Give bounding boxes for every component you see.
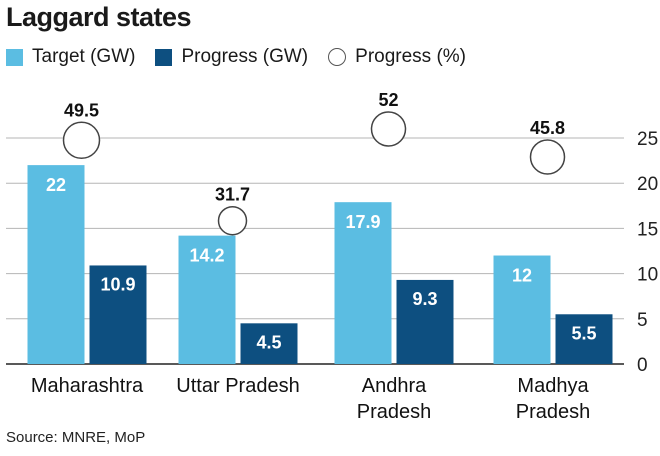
y-tick-label-25: 25 (637, 129, 658, 150)
category-label: Andhra (362, 375, 427, 397)
bar-progress (89, 265, 147, 364)
category-label: Pradesh (516, 401, 591, 423)
source-note: Source: MNRE, MoP (6, 429, 146, 446)
category-label: Uttar Pradesh (176, 375, 299, 397)
data-label-progress: 4.5 (256, 332, 281, 352)
legend-label-progress-percent: Progress (%) (355, 46, 466, 67)
data-label-progress: 5.5 (571, 323, 596, 343)
data-label-target: 14.2 (189, 246, 224, 266)
progress-percent-marker (370, 111, 407, 147)
data-label-progress: 10.9 (100, 274, 135, 294)
data-label-target: 17.9 (345, 212, 380, 232)
legend-circle-icon (328, 48, 347, 66)
legend: Target (GW) Progress (GW) Progress (%) (6, 44, 486, 70)
y-tick-label-15: 15 (637, 219, 658, 240)
progress-percent-marker (217, 205, 248, 236)
progress-percent-marker (529, 139, 566, 175)
bar-target (27, 165, 85, 364)
category-label: Madhya (517, 375, 589, 397)
data-label-target: 12 (512, 266, 532, 286)
bar-target (493, 255, 551, 364)
data-label-progress-percent: 31.7 (215, 185, 250, 205)
legend-item-progress: Progress (GW) (155, 46, 308, 68)
category-label: Pradesh (357, 401, 432, 423)
data-label-progress: 9.3 (412, 289, 437, 309)
data-label-target: 22 (46, 175, 66, 195)
progress-percent-marker (62, 121, 101, 160)
legend-item-target: Target (GW) (6, 46, 135, 68)
chart-title: Laggard states (6, 2, 192, 32)
legend-label-progress: Progress (GW) (181, 46, 309, 67)
legend-swatch-target (6, 48, 23, 66)
data-label-progress-percent: 52 (378, 90, 398, 110)
bar-progress (555, 314, 613, 364)
data-label-progress-percent: 45.8 (530, 118, 565, 138)
data-label-progress-percent: 49.5 (64, 100, 99, 120)
y-tick-label-5: 5 (637, 310, 648, 331)
legend-swatch-progress (155, 48, 173, 66)
bar-target (178, 235, 236, 364)
y-tick-label-0: 0 (637, 355, 648, 376)
bar-progress (396, 279, 454, 364)
bar-progress (240, 323, 298, 364)
y-tick-label-10: 10 (637, 265, 658, 286)
legend-label-target: Target (GW) (32, 46, 136, 67)
category-label: Maharashtra (31, 375, 144, 397)
legend-item-progress-percent: Progress (%) (328, 46, 466, 68)
bar-target (334, 202, 392, 364)
y-tick-label-20: 20 (637, 174, 658, 195)
